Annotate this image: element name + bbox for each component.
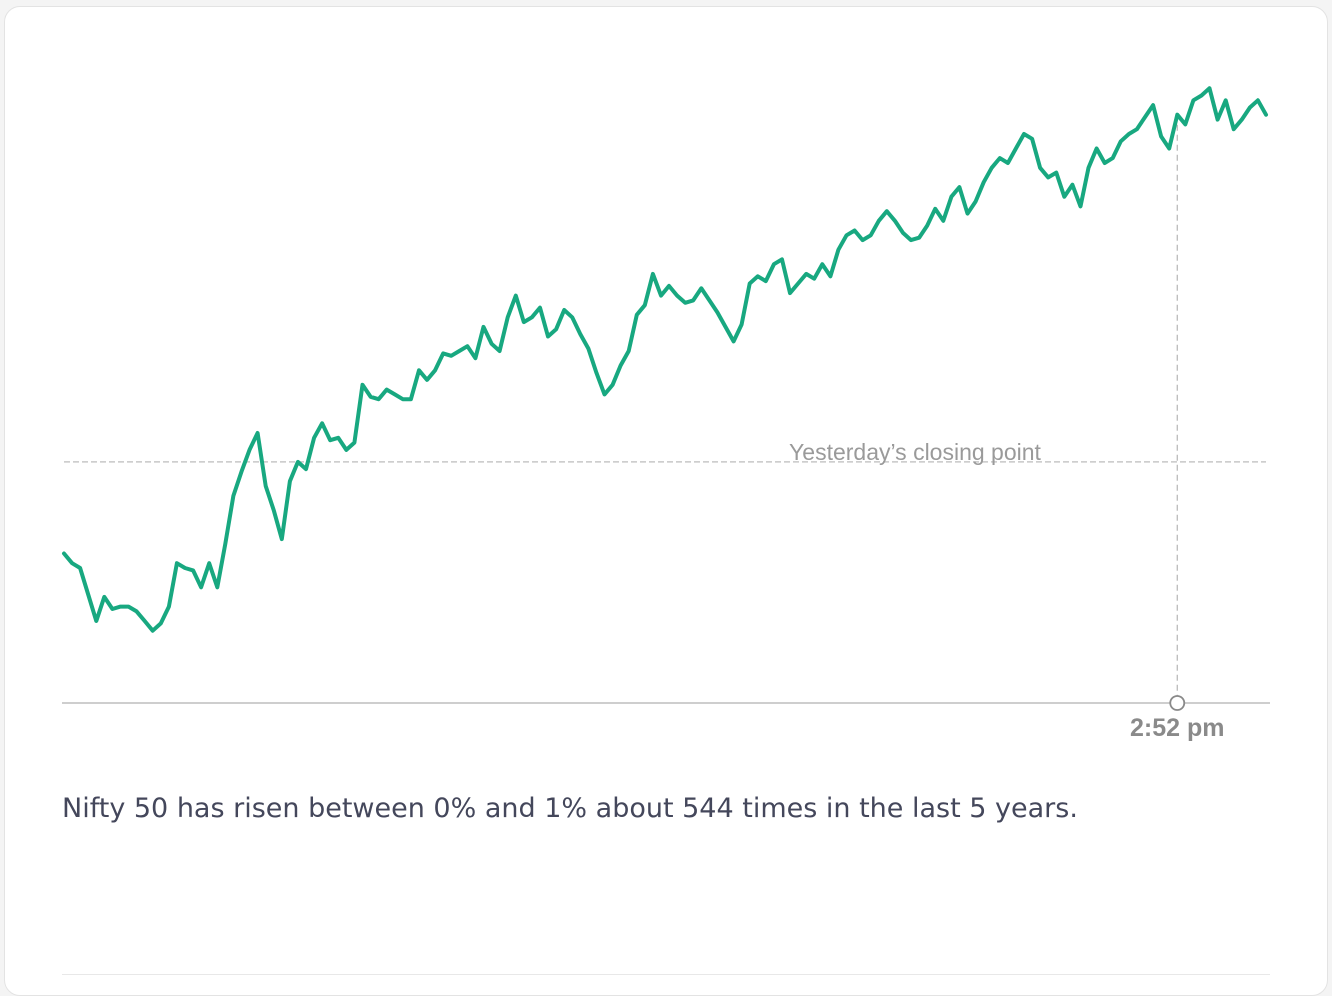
x-axis-time-label: 2:52 pm (1130, 714, 1224, 742)
bottom-divider (62, 974, 1270, 975)
chart-card (4, 6, 1328, 996)
summary-statistic-text: Nifty 50 has risen between 0% and 1% abo… (62, 793, 1078, 824)
hover-marker-dot[interactable] (1169, 695, 1186, 711)
intraday-line-chart[interactable]: Yesterday’s closing point 2:52 pm (0, 0, 1332, 760)
reference-line-label: Yesterday’s closing point (789, 439, 1041, 465)
series-line-nifty[interactable] (62, 86, 1268, 633)
